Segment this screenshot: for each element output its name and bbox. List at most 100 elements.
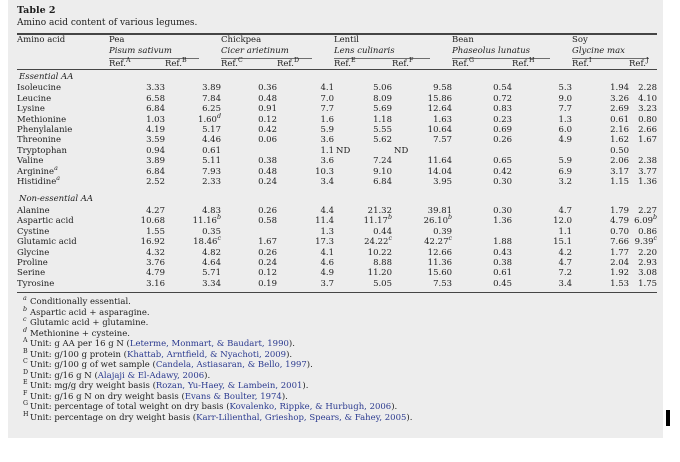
value-cell: 11.4 <box>315 216 334 227</box>
amino-acid-cell: Valine <box>17 156 44 167</box>
value-cell: 3.59 <box>146 135 165 146</box>
value-cell: 11.17b <box>363 214 392 227</box>
citation-link[interactable]: Leterme, Monmart, & Baudart, 1990 <box>129 339 289 350</box>
citation-link[interactable]: Khattab, Arntfield, & Nyachoti, 2009 <box>127 349 287 360</box>
table-row: Methionine 1.03 1.60d 0.12 1.6 1.18 1.63 0.23 1.… <box>17 112 658 125</box>
value-cell: 1.79 <box>610 205 630 216</box>
value-cell: 3.23 <box>638 104 658 115</box>
value-cell: 1.1 <box>558 226 573 237</box>
citation-link[interactable]: Karr-Lilienthal, Grieshop, Spears, & Fah… <box>196 412 407 423</box>
table-row: Lysine 6.84 6.25 0.91 7.7 5.69 12.64 0.83 7.7 2.6… <box>17 104 657 114</box>
value-cell: 11.64 <box>427 156 453 167</box>
group-header-pea: Pea Pisum sativum <box>109 34 221 59</box>
ref-label: Ref. <box>452 59 469 69</box>
value-cell: 8.88 <box>373 257 392 268</box>
value-cell: 9.58 <box>433 83 453 94</box>
value-cell: 5.3 <box>558 83 573 94</box>
footnote-marker: c <box>448 235 453 243</box>
citation-link[interactable]: Kovalenko, Rippke, & Hurbugh, 2006 <box>229 402 392 413</box>
value-cell: 0.23 <box>493 114 513 125</box>
value-cell: 11.36 <box>427 257 453 268</box>
ref-label: Ref. <box>221 59 238 69</box>
value-cell: 0.24 <box>258 257 277 268</box>
value-cell <box>221 227 277 237</box>
value-cell: 4.27 <box>146 205 165 216</box>
amino-acid-cell: Lysine <box>17 104 45 115</box>
value-cell: 2.27 <box>638 205 658 216</box>
amino-acid-cell: Tryptophan <box>17 145 67 156</box>
value-cell: 1.62 <box>610 135 630 146</box>
footnote: F Unit: g/16 g N on dry weight basis (Eva… <box>23 389 288 402</box>
value-cell: 21.32 <box>367 205 392 216</box>
value-cell: 2.52 <box>146 177 165 188</box>
value-cell: 10.22 <box>367 247 392 258</box>
footnote: d Methionine + cysteine. <box>23 326 130 339</box>
value-cell: 2.04 <box>610 257 630 268</box>
column-header-ref-c: Ref.C <box>221 58 277 70</box>
citation-link[interactable]: Candela, Astiasaran, & Bello, 1997 <box>155 360 307 371</box>
value-cell: 2.66 <box>638 125 658 136</box>
value-cell: 0.69 <box>493 125 513 136</box>
value-cell: 2.06 <box>610 156 630 167</box>
value-cell: 4.7 <box>558 205 573 216</box>
footnote-text-end: ). <box>391 402 398 413</box>
footnote-marker: a <box>56 175 61 183</box>
value-cell: 8.09 <box>373 93 392 104</box>
footnote: C Unit: g/100 g of wet sample (Candela, A… <box>23 358 313 371</box>
citation-link[interactable]: Rozan, Yu-Haey, & Lambein, 2001 <box>155 381 303 392</box>
column-header-ref-j: Ref.J <box>629 58 658 70</box>
value-cell: 4.1 <box>320 247 334 258</box>
value-cell: 7.7 <box>320 104 334 115</box>
citation-link[interactable]: Alajaji & El-Adawy, 2006 <box>97 370 205 381</box>
value-cell: 3.6 <box>320 156 334 167</box>
table-row: Leucine 6.58 7.84 0.48 7.0 8.09 15.86 0.72 9.0 3.… <box>17 94 657 104</box>
value-cell: 0.48 <box>258 93 277 104</box>
value-cell: 10.3 <box>315 166 334 177</box>
citation-link[interactable]: Evans & Boulter, 1974 <box>184 391 282 402</box>
value-cell: 6.25 <box>202 104 221 115</box>
ref-superscript: H <box>529 57 535 65</box>
value-cell: 17.3 <box>315 237 334 248</box>
footnote: H Unit: percentage on dry weight basis (K… <box>23 410 413 423</box>
amino-acid-cell: Serine <box>17 268 46 279</box>
footnote-marker: b <box>387 214 392 222</box>
footnote-marker: d <box>216 112 221 120</box>
value-cell: 4.10 <box>638 93 658 104</box>
table-row: Proline 3.76 4.64 0.24 4.6 8.88 11.36 0.38 4.7 2.… <box>17 258 657 268</box>
value-cell: 1.18 <box>373 114 392 125</box>
value-cell: 0.26 <box>493 135 513 146</box>
ref-superscript: D <box>293 57 300 65</box>
value-cell: 10.68 <box>140 216 165 227</box>
group-header-chickpea: Chickpea Cicer arietinum <box>221 34 334 59</box>
value-cell: 0.36 <box>258 83 277 94</box>
footnote-text-end: ). <box>288 339 295 350</box>
value-cell: 3.77 <box>638 166 658 177</box>
value-cell: 3.4 <box>320 177 334 188</box>
group-header-bean: Bean Phaseolus lunatus <box>452 34 572 59</box>
value-cell: 7.66 <box>610 237 630 248</box>
value-cell: 4.82 <box>202 247 221 258</box>
value-cell: 11.16b <box>192 214 221 227</box>
value-cell: 0.86 <box>638 226 658 237</box>
value-cell: 0.12 <box>258 114 277 125</box>
column-header-ref-g: Ref.G <box>452 58 513 70</box>
table-row: Histidinea 2.52 2.33 0.24 3.4 6.84 3.95 0.30 3.2… <box>17 175 657 188</box>
footnote-text-end: ). <box>306 360 313 371</box>
value-cell: 3.34 <box>202 278 221 289</box>
value-cell: 4.79 <box>146 268 165 279</box>
value-cell: 9.0 <box>558 93 573 104</box>
value-cell: 4.9 <box>558 135 573 146</box>
value-cell: 1.67 <box>638 135 658 146</box>
section-title: Essential AA <box>19 72 74 82</box>
footnote: A Unit: g AA per 16 g N (Leterme, Monmart… <box>23 337 295 350</box>
value-cell: 1.67 <box>258 237 277 248</box>
value-cell: 7.0 <box>320 93 334 104</box>
amino-acid-cell: Phenylalanie <box>17 125 73 136</box>
table-row: Cystine 1.55 0.35 1.3 0.44 0.39 1.1 0.70 0.86 <box>17 227 657 237</box>
footnote-text-end: ). <box>286 349 293 360</box>
value-cell: 0.80 <box>638 114 658 125</box>
value-cell: 1.53 <box>610 278 630 289</box>
ref-label: Ref. <box>165 59 182 69</box>
footnote-text: Unit: g AA per 16 g N ( <box>30 339 130 350</box>
value-cell: 7.93 <box>202 166 221 177</box>
